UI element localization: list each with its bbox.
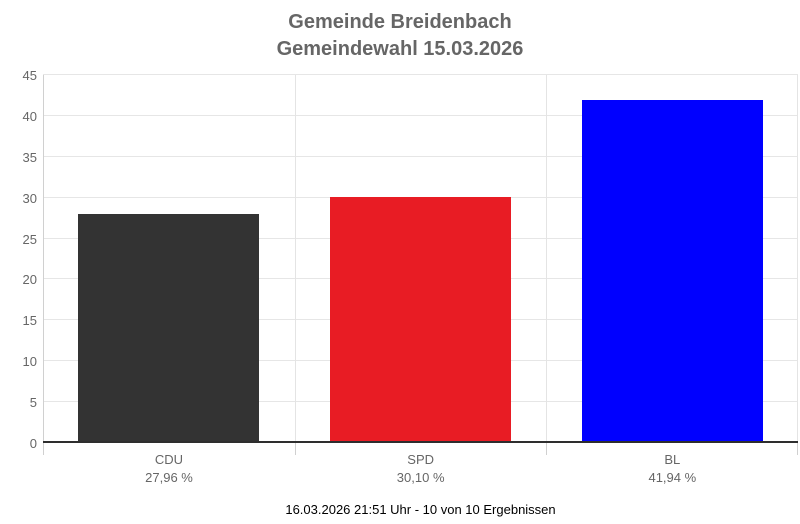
gridline-x-3 <box>797 75 798 443</box>
x-axis-baseline <box>43 441 798 443</box>
y-tick-label-25: 25 <box>22 231 37 247</box>
bar-cdu[interactable] <box>78 214 260 443</box>
chart-footer: 16.03.2026 21:51 Uhr - 10 von 10 Ergebni… <box>285 502 556 517</box>
y-tick-label-10: 10 <box>22 354 37 370</box>
category-label-spd: SPD 30,10 % <box>295 451 547 487</box>
x-axis-tick-3 <box>797 443 798 455</box>
category-percent-bl: 41,94 % <box>648 470 697 485</box>
y-axis-line <box>43 75 44 443</box>
category-percent-spd: 30,10 % <box>396 470 445 485</box>
gridline-y-45 <box>43 74 798 75</box>
category-name-bl: BL <box>664 452 681 467</box>
gridline-y-40 <box>43 114 798 116</box>
chart-title: Gemeinde Breidenbach Gemeindewahl 15.03.… <box>0 9 800 63</box>
category-name-cdu: CDU <box>154 452 184 467</box>
y-tick-label-20: 20 <box>22 272 37 288</box>
x-axis-tick-2 <box>546 443 547 455</box>
bar-bl[interactable] <box>581 100 763 443</box>
y-tick-label-30: 30 <box>22 190 37 206</box>
y-tick-label-45: 45 <box>22 68 37 83</box>
y-tick-label-35: 35 <box>22 149 37 165</box>
bar-spd[interactable] <box>329 196 512 443</box>
y-tick-label-5: 5 <box>29 395 37 411</box>
chart-title-line2: Gemeindewahl 15.03.2026 <box>276 38 524 60</box>
gridline-x-1 <box>295 75 296 443</box>
category-label-cdu: CDU 27,96 % <box>43 451 295 487</box>
x-axis-tick-1 <box>295 443 296 455</box>
y-tick-label-0: 0 <box>29 436 37 451</box>
chart-title-line1: Gemeinde Breidenbach <box>288 11 512 33</box>
gridline-x-2 <box>546 75 547 443</box>
plot-area <box>43 74 798 455</box>
y-tick-label-40: 40 <box>22 108 37 124</box>
category-name-spd: SPD <box>407 452 435 467</box>
gridline-y-35 <box>43 155 798 157</box>
y-tick-label-15: 15 <box>22 313 37 329</box>
category-label-bl: BL 41,94 % <box>546 451 798 487</box>
x-axis-tick-0 <box>43 443 44 455</box>
category-percent-cdu: 27,96 % <box>145 470 193 485</box>
